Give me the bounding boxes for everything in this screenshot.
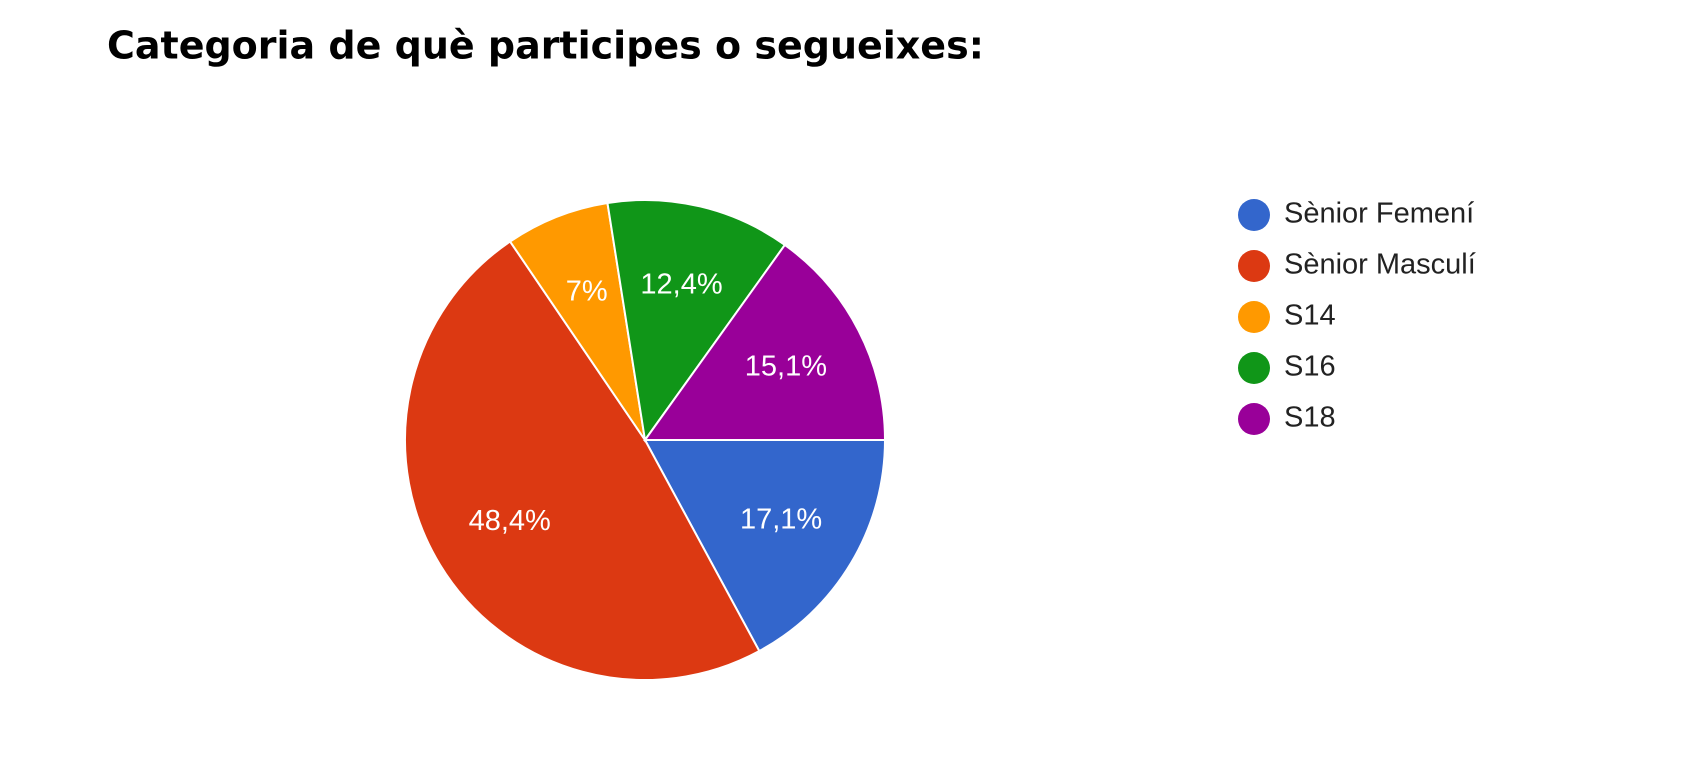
chart-title: Categoria de què participes o segueixes: xyxy=(107,24,984,68)
legend-swatch xyxy=(1238,250,1270,282)
pie-slice xyxy=(643,439,887,653)
slice-label: 12,4% xyxy=(640,269,722,301)
legend-swatch xyxy=(1238,199,1270,231)
legend-swatch xyxy=(1238,301,1270,333)
pie-slice xyxy=(643,243,887,441)
legend-label: Sènior Masculí xyxy=(1284,249,1476,281)
legend-label: S18 xyxy=(1284,402,1336,434)
slice-label: 48,4% xyxy=(469,505,551,537)
legend-label: S14 xyxy=(1284,300,1336,332)
legend-label: S16 xyxy=(1284,351,1336,383)
pie-slice xyxy=(606,199,787,443)
legend-swatch xyxy=(1238,352,1270,384)
pie-slice xyxy=(508,201,646,441)
legend-swatch xyxy=(1238,403,1270,435)
pie-slice xyxy=(404,240,761,681)
slice-label: 7% xyxy=(566,275,608,307)
legend-label: Sènior Femení xyxy=(1284,198,1474,230)
slice-label: 17,1% xyxy=(740,504,822,536)
slice-label: 15,1% xyxy=(745,350,827,382)
